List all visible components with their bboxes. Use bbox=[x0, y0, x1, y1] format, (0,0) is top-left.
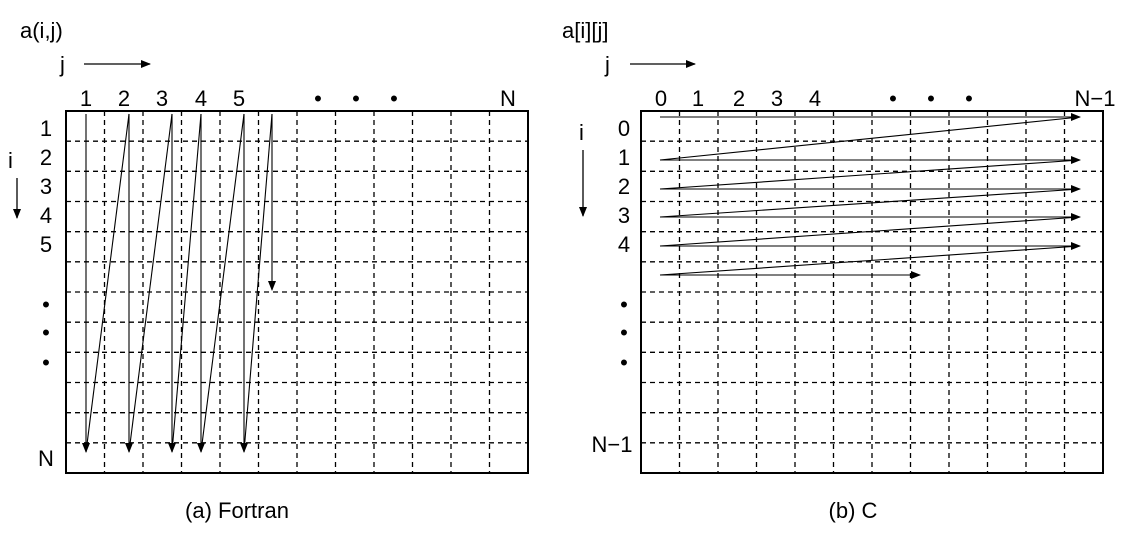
c-grid bbox=[641, 111, 1103, 473]
fortran-return-line bbox=[200, 113, 245, 453]
fortran-col-label: • bbox=[352, 86, 360, 111]
fortran-row-labels: 1 2 3 4 5 • • • N bbox=[38, 116, 54, 471]
fortran-col-label: 2 bbox=[118, 86, 130, 111]
c-return-line bbox=[659, 188, 1081, 218]
fortran-col-label: 5 bbox=[233, 86, 245, 111]
fortran-row-label: 5 bbox=[40, 232, 52, 257]
fortran-col-label: • bbox=[314, 86, 322, 111]
c-col-label: • bbox=[927, 86, 935, 111]
fortran-col-label: • bbox=[390, 86, 398, 111]
fortran-row-label: 1 bbox=[40, 116, 52, 141]
c-row-label: • bbox=[620, 350, 628, 375]
c-col-label: 0 bbox=[655, 86, 667, 111]
c-row-label: • bbox=[620, 292, 628, 317]
fortran-return-line bbox=[85, 113, 130, 453]
c-row-label: 3 bbox=[618, 203, 630, 228]
c-return-line bbox=[659, 216, 1081, 247]
c-row-label: N−1 bbox=[592, 432, 633, 457]
c-col-label: N−1 bbox=[1075, 86, 1116, 111]
c-row-axis-label: i bbox=[579, 120, 584, 145]
fortran-array-label: a(i,j) bbox=[20, 18, 63, 43]
c-row-label: • bbox=[620, 320, 628, 345]
fortran-frame bbox=[65, 110, 529, 474]
c-col-label: 1 bbox=[692, 86, 704, 111]
fortran-col-label: N bbox=[500, 86, 516, 111]
fortran-col-label: 1 bbox=[80, 86, 92, 111]
c-col-axis-label: j bbox=[604, 52, 610, 77]
c-row-label: 1 bbox=[618, 145, 630, 170]
fortran-return-line bbox=[128, 113, 173, 453]
fortran-grid bbox=[66, 111, 528, 473]
fortran-caption: (a) Fortran bbox=[185, 498, 289, 523]
c-frame bbox=[640, 110, 1104, 474]
fortran-row-label: 3 bbox=[40, 174, 52, 199]
c-col-label: 4 bbox=[809, 86, 821, 111]
fortran-row-label: 4 bbox=[40, 203, 52, 228]
c-panel: a[i][j] j i 0 1 2 3 4 • • • N−1 0 1 2 3 … bbox=[562, 18, 1115, 523]
fortran-panel: a(i,j) j i 1 2 3 4 5 • • • N 1 2 3 4 5 •… bbox=[8, 18, 529, 523]
fortran-row-label: N bbox=[38, 446, 54, 471]
c-row-label: 4 bbox=[618, 232, 630, 257]
c-array-label: a[i][j] bbox=[562, 18, 608, 43]
c-caption: (b) C bbox=[829, 498, 878, 523]
c-return-line bbox=[659, 245, 1081, 276]
c-return-line bbox=[659, 159, 1081, 190]
fortran-col-labels: 1 2 3 4 5 • • • N bbox=[80, 86, 516, 111]
fortran-row-axis-label: i bbox=[8, 148, 13, 173]
c-row-label: 2 bbox=[618, 174, 630, 199]
c-col-label: 2 bbox=[733, 86, 745, 111]
fortran-traversal-arrows bbox=[82, 113, 276, 453]
c-row-labels: 0 1 2 3 4 • • • N−1 bbox=[592, 116, 633, 457]
fortran-col-label: 4 bbox=[195, 86, 207, 111]
fortran-return-line bbox=[243, 113, 273, 453]
c-col-label: • bbox=[965, 86, 973, 111]
fortran-col-label: 3 bbox=[156, 86, 168, 111]
c-col-labels: 0 1 2 3 4 • • • N−1 bbox=[655, 86, 1116, 111]
fortran-row-label: • bbox=[42, 320, 50, 345]
c-return-line bbox=[659, 116, 1081, 161]
c-col-label: 3 bbox=[771, 86, 783, 111]
c-col-label: • bbox=[889, 86, 897, 111]
fortran-row-label: 2 bbox=[40, 145, 52, 170]
fortran-return-line bbox=[171, 113, 202, 453]
fortran-row-label: • bbox=[42, 292, 50, 317]
fortran-row-label: • bbox=[42, 350, 50, 375]
fortran-col-axis-label: j bbox=[59, 52, 65, 77]
c-row-label: 0 bbox=[618, 116, 630, 141]
c-traversal-arrows bbox=[659, 113, 1081, 279]
